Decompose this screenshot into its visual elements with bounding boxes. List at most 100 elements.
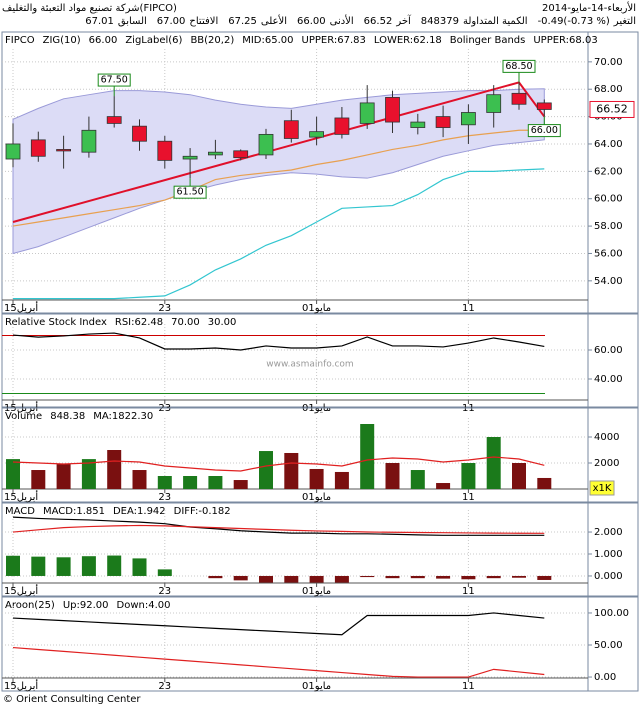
quote-value: 67.25 xyxy=(228,16,257,27)
bar xyxy=(107,555,122,576)
legend-entry: DIFF:-0.182 xyxy=(174,506,231,517)
x-tick-label: 11 xyxy=(462,586,475,597)
candle-body xyxy=(157,140,173,161)
legend-entry: LOWER:62.18 xyxy=(374,35,442,46)
bar xyxy=(461,575,476,580)
legend-entry: Volume xyxy=(5,411,42,422)
candle-body xyxy=(334,117,350,135)
legend-entry: 30.00 xyxy=(208,317,237,328)
x-tick-label: 23 xyxy=(158,492,171,503)
y-tick-label: 56.00 xyxy=(594,248,623,259)
date: الأربعاء-14-مايو-2014 xyxy=(542,1,636,14)
line xyxy=(12,456,545,472)
x-tick-label: 15أبريل xyxy=(4,584,38,597)
y-tick-label: 58.00 xyxy=(594,221,623,232)
bar xyxy=(233,480,248,489)
legend-entry: Aroon(25) xyxy=(5,600,55,611)
legend-entry: Bolinger Bands xyxy=(450,35,526,46)
bar xyxy=(385,575,400,579)
panel-frame xyxy=(1,502,639,597)
candle-body xyxy=(182,155,198,160)
annotation-box xyxy=(502,59,536,73)
annotation-label: 66.00 xyxy=(531,125,558,136)
quote-label: التغير xyxy=(613,16,636,27)
x-tick-label: 01مايو xyxy=(302,303,331,314)
x-tick-label: 01مايو xyxy=(302,586,331,597)
candle-body xyxy=(283,120,299,139)
x-tick-label: 11 xyxy=(462,681,475,692)
bar xyxy=(309,575,324,583)
bar xyxy=(360,575,375,578)
legend-entry: 70.00 xyxy=(171,317,200,328)
candle-body xyxy=(460,112,476,126)
bar xyxy=(385,463,400,489)
y-tick-label: 70.00 xyxy=(594,57,623,68)
bar xyxy=(6,555,20,576)
quote-label: الكمية المتداولة xyxy=(463,16,528,27)
bar xyxy=(309,468,324,489)
company-name: شركة تصنيع مواد التعبئة والتغليف(FIPCO) xyxy=(2,3,177,14)
bar xyxy=(107,450,122,489)
bar xyxy=(183,476,198,489)
y-tick-label: 64.00 xyxy=(594,139,623,150)
y-tick-label: 0.000 xyxy=(594,571,623,582)
last-price-label: 66.52 xyxy=(596,102,628,115)
bar xyxy=(233,575,248,581)
quote-label: آخر xyxy=(395,14,412,27)
x-tick-label: 11 xyxy=(462,303,475,314)
candle-body xyxy=(359,102,375,124)
annotation-box xyxy=(173,185,207,199)
y-tick-label: 0.00 xyxy=(594,672,616,683)
candle-body xyxy=(410,121,426,128)
line xyxy=(13,168,545,300)
candle-body xyxy=(56,149,71,152)
legend-entry: MID:65.00 xyxy=(242,35,293,46)
bar xyxy=(81,556,96,576)
quote-value: 67.01 xyxy=(85,16,114,27)
bar xyxy=(334,471,349,489)
bar xyxy=(284,452,299,489)
bar xyxy=(31,556,46,576)
candle-body xyxy=(536,102,552,110)
quote-label: الأدنى xyxy=(330,14,354,27)
legend-entry: MACD:1.851 xyxy=(43,506,105,517)
annotation-label: 61.50 xyxy=(176,187,203,198)
legend-entry: Down:4.00 xyxy=(117,600,171,611)
candle-body xyxy=(207,151,223,156)
candle-body xyxy=(258,133,274,156)
quote-value: 66.52 xyxy=(364,16,393,27)
x-tick-label: 23 xyxy=(158,681,171,692)
candle-body xyxy=(309,131,325,138)
quote-label: الأعلى xyxy=(261,14,287,27)
legend-entry: Relative Stock Index xyxy=(5,317,107,328)
bar xyxy=(360,424,375,489)
panel-frame xyxy=(1,407,639,503)
panel-frame xyxy=(1,31,639,314)
bar xyxy=(56,464,71,489)
bar xyxy=(132,470,147,489)
x-tick-label: 15أبريل xyxy=(4,301,38,314)
bar xyxy=(208,476,223,489)
x-tick-label: 11 xyxy=(462,492,475,503)
x-tick-label: 01مايو xyxy=(302,492,331,503)
y-tick-label: 100.00 xyxy=(594,608,629,619)
bar xyxy=(208,575,223,579)
footer: © Orient Consulting Center xyxy=(3,694,141,705)
line xyxy=(12,516,545,536)
bar xyxy=(512,575,526,578)
bar xyxy=(512,463,526,489)
legend-entry: MACD xyxy=(5,506,35,517)
bar xyxy=(486,437,501,489)
bar xyxy=(284,575,299,583)
bar xyxy=(537,477,552,489)
watermark: www.asmainfo.com xyxy=(266,360,353,370)
y-tick-label: 60.00 xyxy=(594,345,623,356)
legend-entry: MA:1822.30 xyxy=(93,411,153,422)
legend-entry: DEA:1.942 xyxy=(113,506,166,517)
bar xyxy=(157,569,172,576)
unit-label: x1K xyxy=(593,483,612,494)
annotation-box xyxy=(97,73,131,87)
bar xyxy=(486,575,501,579)
bar xyxy=(410,470,425,489)
